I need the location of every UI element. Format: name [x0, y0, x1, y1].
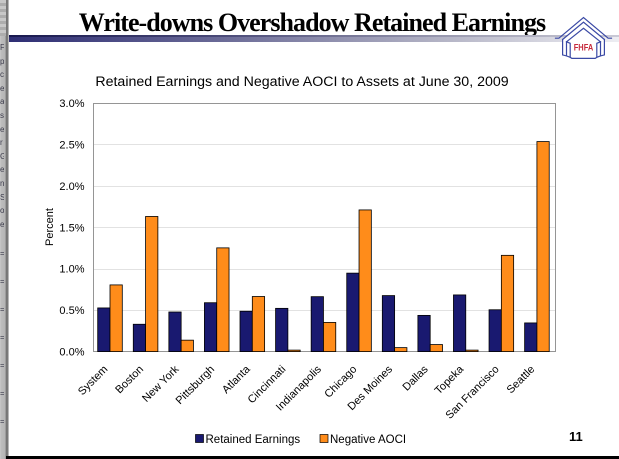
svg-text:Pittsburgh: Pittsburgh [174, 363, 218, 407]
svg-text:3.0%: 3.0% [59, 98, 84, 110]
svg-text:0.5%: 0.5% [59, 305, 84, 317]
svg-text:Atlanta: Atlanta [220, 363, 253, 396]
svg-text:2.0%: 2.0% [59, 181, 84, 193]
svg-text:2.5%: 2.5% [59, 139, 84, 151]
svg-text:1.5%: 1.5% [59, 222, 84, 234]
svg-text:Percent: Percent [44, 208, 56, 246]
svg-text:Seattle: Seattle [505, 363, 538, 396]
svg-text:System: System [76, 363, 110, 397]
svg-text:Retained Earnings: Retained Earnings [206, 434, 301, 446]
svg-text:FHFA: FHFA [574, 43, 594, 53]
svg-text:1.0%: 1.0% [59, 264, 84, 276]
svg-text:Boston: Boston [113, 363, 146, 396]
svg-text:Topeka: Topeka [433, 363, 467, 397]
svg-text:0.0%: 0.0% [59, 347, 84, 359]
svg-text:Negative AOCI: Negative AOCI [330, 434, 406, 446]
svg-text:Dallas: Dallas [401, 363, 431, 393]
